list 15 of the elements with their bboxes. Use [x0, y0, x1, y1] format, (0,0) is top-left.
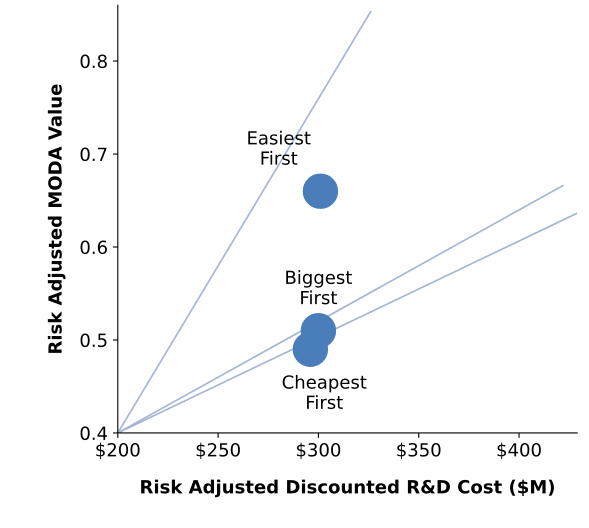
x-axis-title: Risk Adjusted Discounted R&D Cost ($M): [141, 480, 554, 498]
x-tick-label: $400: [498, 442, 541, 460]
x-tick-label: $300: [296, 442, 340, 460]
y-axis-title: Risk Adjusted MODA Value: [48, 84, 66, 353]
y-tick-label: 0.8: [80, 54, 107, 68]
x-tick-label: $200: [96, 442, 140, 460]
y-tick-label: 0.5: [80, 333, 106, 348]
y-tick-label: 0.6: [80, 240, 107, 254]
annotation: Biggest First: [286, 270, 352, 304]
annotation: Easiest First: [248, 130, 311, 165]
x-tick-label: $350: [397, 442, 441, 460]
annotation: Cheapest First: [282, 374, 366, 410]
y-tick-label: 0.7: [80, 147, 107, 162]
y-tick-label: 0.4: [80, 426, 108, 440]
x-tick-label: $250: [196, 442, 240, 460]
